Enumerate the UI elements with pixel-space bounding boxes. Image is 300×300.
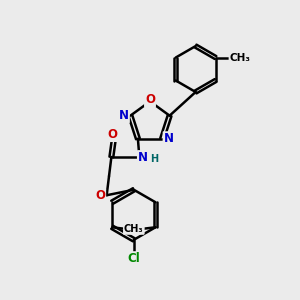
Text: O: O — [145, 93, 155, 106]
Text: N: N — [138, 151, 148, 164]
Text: N: N — [164, 132, 174, 145]
Text: CH₃: CH₃ — [230, 52, 250, 62]
Text: CH₃: CH₃ — [124, 224, 143, 234]
Text: H: H — [151, 154, 159, 164]
Text: CH₃: CH₃ — [124, 224, 144, 234]
Text: O: O — [95, 189, 105, 202]
Text: N: N — [119, 109, 129, 122]
Text: O: O — [108, 128, 118, 141]
Text: Cl: Cl — [128, 252, 140, 265]
